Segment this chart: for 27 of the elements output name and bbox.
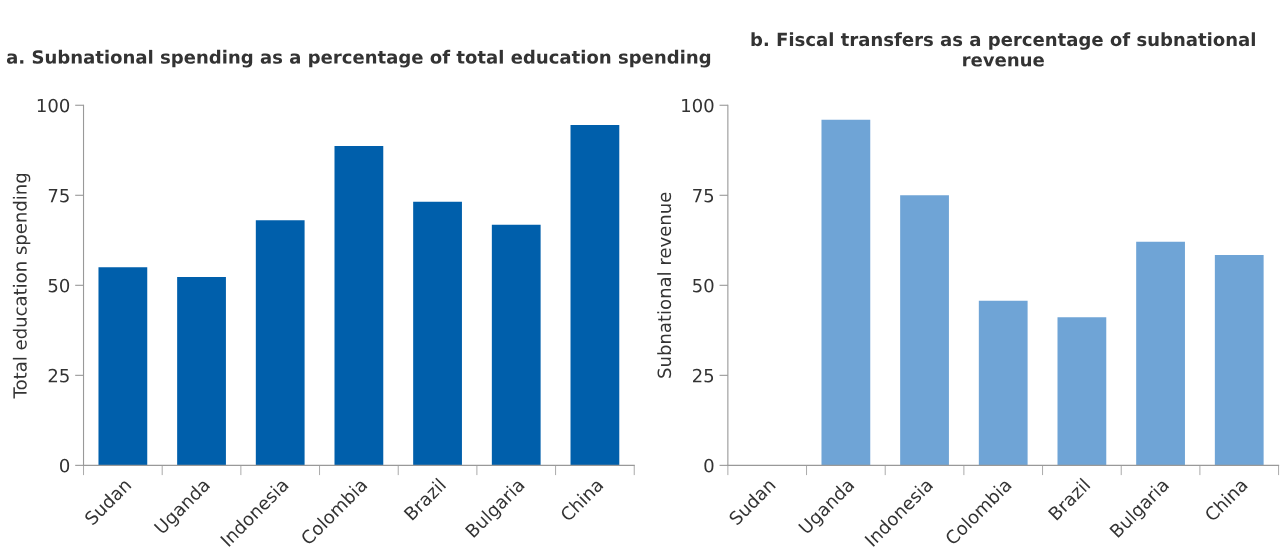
y-tick-label: 25 — [693, 368, 714, 383]
bar — [978, 300, 1028, 466]
y-axis-title: Total education spending — [12, 173, 31, 399]
y-tick-label: 100 — [37, 98, 70, 113]
y-tick-label: 75 — [48, 188, 69, 203]
y-tick-label: 25 — [48, 368, 69, 383]
bar — [1214, 255, 1264, 466]
chart-title: b. Fiscal transfers as a percentage of subnational revenue — [751, 32, 1255, 67]
bar — [900, 195, 949, 466]
bar — [1057, 317, 1107, 466]
y-tick-label: 100 — [682, 98, 714, 113]
bar — [821, 119, 871, 466]
bar — [1136, 241, 1185, 466]
y-tick-label: 75 — [693, 188, 714, 203]
bar — [570, 125, 620, 466]
bar — [255, 220, 305, 466]
bar — [491, 224, 541, 466]
bar — [413, 201, 462, 466]
chart-title: a. Subnational spending as a percentage of total education spending — [6, 49, 711, 68]
y-tick-label: 50 — [693, 278, 714, 293]
bar — [98, 267, 148, 466]
y-axis-title: Subnational revenue — [657, 192, 672, 378]
y-tick-label: 0 — [60, 458, 70, 473]
y-tick-label: 50 — [48, 278, 70, 293]
bar — [334, 145, 384, 466]
y-tick-label: 0 — [704, 458, 714, 473]
bar — [177, 277, 226, 466]
